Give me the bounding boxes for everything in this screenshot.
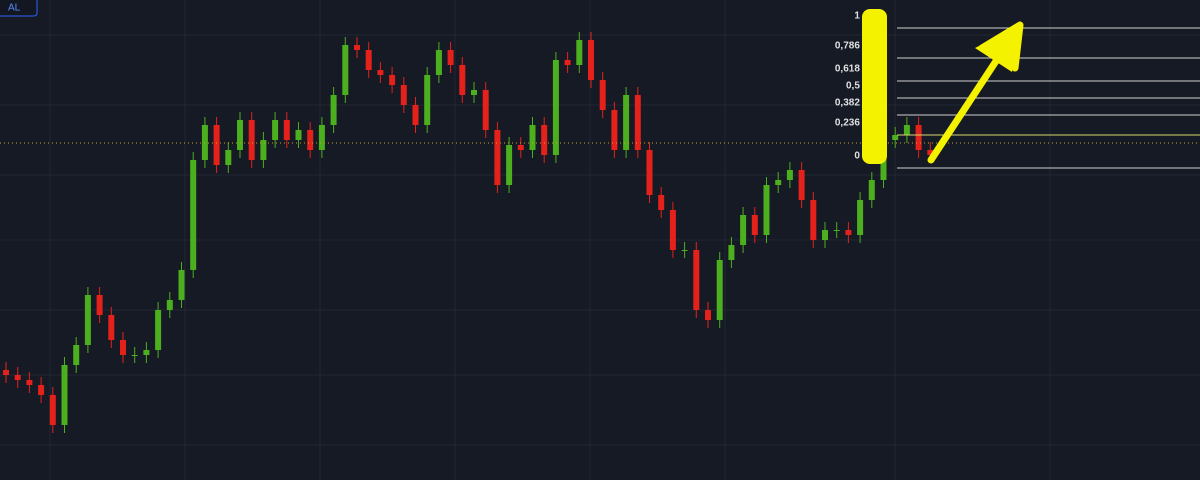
candle-body (120, 340, 126, 355)
candle-body (14, 375, 21, 380)
candle-body (307, 130, 314, 150)
candle-body (564, 60, 571, 65)
candle-body (810, 200, 817, 240)
candle-body (143, 350, 150, 355)
candle-body (330, 95, 337, 125)
candle-body (751, 215, 758, 235)
candle-body (728, 245, 735, 260)
highlight (862, 9, 887, 164)
candle-body (424, 75, 431, 125)
candle-body (283, 120, 290, 140)
candle-body (786, 170, 793, 180)
candle-body (412, 105, 419, 125)
candle-body (611, 110, 618, 150)
candle-body (213, 125, 220, 165)
candle-body (272, 120, 279, 140)
candle-body (377, 70, 384, 75)
candle-body (237, 120, 243, 150)
candle-body (38, 385, 45, 395)
fib-label: 1 ( (854, 11, 866, 22)
fib-label: 0 ( (854, 151, 866, 162)
candle-body (693, 250, 700, 310)
candle-body (447, 50, 454, 65)
candle-body (482, 90, 489, 130)
candle-body (775, 180, 782, 185)
fib-label: 0,786 ( (835, 41, 867, 52)
fib-label: 0,618 ( (835, 64, 867, 75)
candle-body (915, 125, 922, 150)
candle-body (541, 125, 548, 155)
candle-body (190, 160, 197, 270)
candle-body (342, 45, 349, 95)
candle-body (295, 130, 302, 140)
candle-body (459, 65, 466, 95)
candle-body (248, 120, 255, 160)
candle-body (26, 380, 33, 385)
button-label[interactable]: AL (8, 3, 21, 14)
candle-body (178, 270, 185, 300)
candle-body (96, 295, 103, 315)
candle-body (506, 145, 513, 185)
candle-body (868, 180, 875, 200)
candle-body (49, 395, 56, 425)
candle-body (716, 260, 723, 320)
candle-body (903, 125, 910, 135)
candle-body (927, 150, 934, 155)
candle-body (435, 50, 442, 75)
candle-body (260, 140, 267, 160)
candle-body (131, 355, 138, 356)
candle-body (73, 345, 80, 365)
candle-body (576, 40, 583, 65)
candle-body (822, 230, 828, 240)
marks (3, 32, 934, 433)
candle-body (517, 145, 524, 150)
candle-body (623, 95, 630, 150)
candle-body (845, 230, 852, 235)
candle-body (155, 310, 162, 350)
symbol-button[interactable]: AL (0, 0, 38, 17)
candle-body (658, 195, 665, 210)
candle-body (740, 215, 747, 245)
overlay: 1 ( 0,786 ( 0,618 ( 0,5 ( 0,382 ( 0,236 ( 0 ( (0, 9, 1200, 169)
candle-body (471, 90, 477, 95)
candle-body (354, 45, 360, 50)
candle-body (552, 60, 559, 155)
candle-body (494, 130, 501, 185)
candle-body (108, 315, 115, 340)
candle-body (646, 150, 653, 195)
arrow-head (975, 25, 1020, 72)
candle-body (669, 210, 676, 250)
candle-body (599, 80, 606, 110)
candle-body (61, 365, 68, 425)
candle-body (400, 85, 407, 105)
candle-body (166, 300, 173, 310)
candle-body (833, 230, 840, 231)
candle-body (705, 310, 711, 320)
candle-body (3, 370, 9, 375)
candle-body (634, 95, 641, 150)
button-frame[interactable] (0, 0, 38, 17)
candle-body (84, 295, 91, 345)
fib-label: 0,382 ( (835, 98, 867, 109)
candle-body (892, 135, 899, 140)
candle-body (763, 185, 770, 235)
candle-body (529, 125, 536, 150)
candle-body (588, 40, 594, 80)
fib-label: 0,5 ( (846, 81, 867, 92)
candle-body (225, 150, 232, 165)
candle-body (798, 170, 805, 200)
candle-body (389, 75, 396, 85)
fib-label: 0,236 ( (835, 118, 867, 129)
candle-body (857, 200, 864, 235)
candle-body (318, 125, 325, 150)
candle-body (681, 250, 688, 251)
candle-body (365, 50, 372, 70)
